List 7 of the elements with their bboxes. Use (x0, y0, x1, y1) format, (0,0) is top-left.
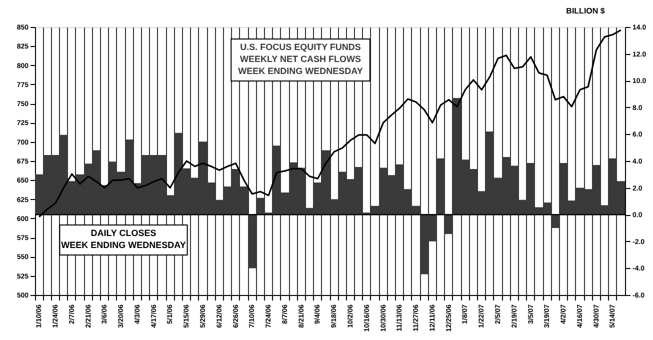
bar (444, 214, 453, 234)
bar (551, 214, 560, 228)
bar (248, 214, 256, 268)
text: DAILY CLOSES WEEK ENDING WEDNESDAY (61, 228, 186, 250)
bar (436, 158, 445, 215)
text: U.S. FOCUS EQUITY FUNDS WEEKLY NET CASH FLOWS WEEK ENDING WEDNESDAY (238, 42, 363, 76)
y2-axis-title: BILLION $ (566, 6, 606, 16)
